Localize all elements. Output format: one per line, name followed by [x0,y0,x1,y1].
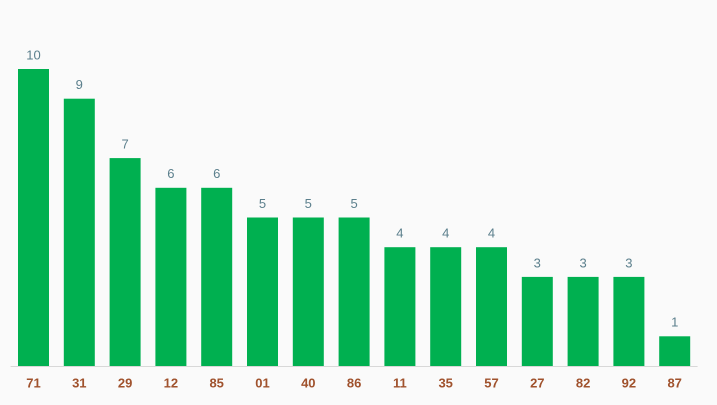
bar [567,276,599,366]
value-label: 10 [26,47,40,62]
value-label: 7 [121,137,128,152]
x-tick-label: 29 [118,375,132,390]
value-label: 5 [259,196,266,211]
value-label: 4 [396,226,403,241]
x-tick-label: 92 [622,375,636,390]
x-tick-label: 87 [667,375,681,390]
bar [430,247,462,366]
bar [63,98,95,366]
bar [247,217,278,366]
x-tick-label: 27 [530,375,544,390]
value-label: 4 [442,226,449,241]
x-tick-label: 57 [484,375,498,390]
value-label: 3 [625,255,632,270]
value-label: 5 [350,196,357,211]
bar [292,217,324,366]
x-tick-label: 40 [301,375,315,390]
bar [155,187,187,366]
x-tick-label: 31 [72,375,86,390]
bar [109,158,141,366]
bar [384,247,416,366]
x-tick-label: 35 [438,375,452,390]
x-tick-label: 85 [209,375,223,390]
x-tick-label: 11 [393,375,407,390]
x-tick-label: 01 [255,375,269,390]
value-label: 6 [167,166,174,181]
bar [521,276,553,366]
bar [18,69,49,366]
bar [201,187,233,366]
value-label: 3 [534,255,541,270]
bar [476,247,507,366]
bar [659,336,691,366]
value-label: 9 [76,77,83,92]
x-tick-label: 12 [164,375,178,390]
x-tick-label: 71 [26,375,40,390]
value-label: 5 [305,196,312,211]
value-label: 6 [213,166,220,181]
bar [613,276,645,366]
bar [338,217,370,366]
value-label: 1 [671,315,678,330]
value-label: 4 [488,226,495,241]
x-tick-label: 82 [576,375,590,390]
value-label: 3 [579,255,586,270]
x-tick-label: 86 [347,375,361,390]
